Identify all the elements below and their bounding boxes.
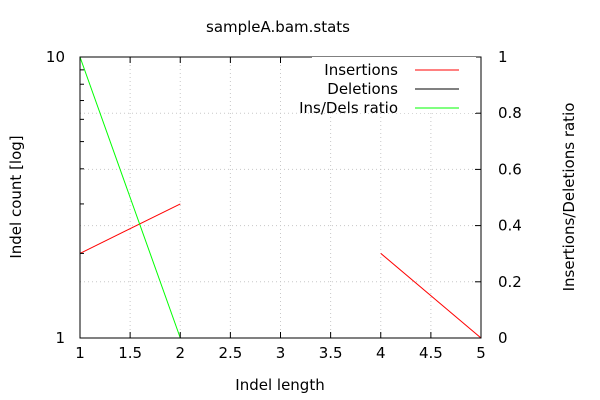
series-line-ins-dels-ratio [79, 56, 181, 339]
x-tick-label: 4 [376, 344, 386, 362]
y2-tick-label: 0.4 [498, 217, 522, 235]
x-tick-label: 4.5 [419, 344, 443, 362]
y2-axis-label: Insertions/Deletions ratio [560, 103, 578, 292]
x-axis-label: Indel length [235, 376, 324, 394]
y2-tick-label: 0.2 [498, 273, 522, 291]
x-tick-label: 5 [476, 344, 486, 362]
legend-label: Ins/Dels ratio [299, 99, 398, 117]
legend-label: Insertions [324, 61, 398, 79]
y-tick-label: 1 [55, 329, 65, 347]
x-tick-label: 3 [276, 344, 286, 362]
legend-label: Deletions [327, 80, 398, 98]
series-line-insertions [380, 253, 482, 339]
y2-tick-label: 0.6 [498, 160, 522, 178]
y-axis-label: Indel count [log] [7, 135, 25, 258]
data-layer [79, 56, 482, 339]
chart-title: sampleA.bam.stats [206, 18, 350, 36]
y2-tick-label: 0.8 [498, 104, 522, 122]
x-tick-label: 2 [175, 344, 185, 362]
y2-tick-label: 0 [498, 329, 508, 347]
x-tick-label: 1 [75, 344, 85, 362]
y2-tick-label: 1 [498, 48, 508, 66]
x-tick-label: 3.5 [319, 344, 343, 362]
series-line-insertions [79, 203, 181, 254]
x-tick-label: 2.5 [218, 344, 242, 362]
y-tick-label: 10 [46, 48, 65, 66]
x-tick-label: 1.5 [118, 344, 142, 362]
